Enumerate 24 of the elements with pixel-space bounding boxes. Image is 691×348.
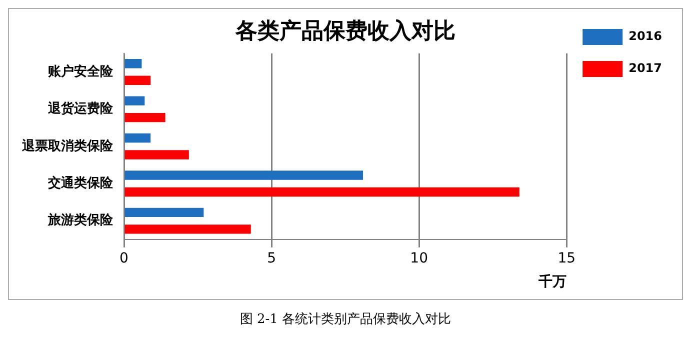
bar	[124, 170, 364, 180]
bar	[124, 76, 151, 85]
legend-label: 2017	[628, 61, 662, 76]
bar	[124, 59, 142, 68]
y-tick-label: 账户安全险	[47, 63, 114, 80]
y-tick-label: 交通类保险	[47, 174, 114, 191]
x-axis-title: 千万	[538, 273, 567, 290]
y-tick-label: 退货运费险	[47, 100, 114, 117]
bar	[124, 133, 151, 143]
y-tick-label: 旅游类保险	[47, 212, 114, 228]
chart-title: 各类产品保费收入对比	[234, 18, 456, 44]
bar	[124, 208, 204, 218]
legend-label: 2016	[628, 29, 662, 44]
caption: 图 2-1 各统计类别产品保费收入对比	[238, 311, 452, 328]
x-tick-label: 5	[267, 250, 276, 266]
x-tick-label: 10	[410, 250, 428, 266]
bar	[124, 150, 189, 160]
bar	[124, 224, 251, 234]
x-tick-label: 0	[120, 250, 128, 266]
bar	[124, 187, 520, 197]
bar	[124, 96, 145, 106]
bar	[124, 112, 166, 122]
x-tick-label: 15	[558, 250, 576, 266]
y-tick-label: 退票取消类保险	[21, 138, 114, 154]
